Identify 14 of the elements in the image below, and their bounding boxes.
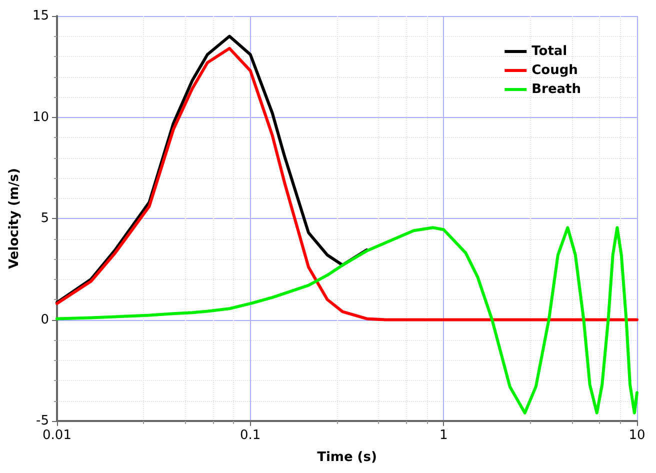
y-tick-label: -5 xyxy=(36,414,49,428)
y-tick-label: 15 xyxy=(32,8,49,24)
y-tick-label: 10 xyxy=(32,110,49,125)
legend-label: Total xyxy=(532,44,568,59)
x-tick-label: 0.01 xyxy=(42,428,72,443)
legend-label: Cough xyxy=(532,63,578,78)
y-tick-label: 0 xyxy=(40,312,49,328)
x-tick-label: 10 xyxy=(628,428,646,443)
x-tick-label: 1 xyxy=(440,428,448,443)
y-axis-title: Velocity (m/s) xyxy=(7,168,22,269)
x-tick-label: 0.1 xyxy=(240,428,261,443)
y-tick-label: 5 xyxy=(40,211,49,226)
legend-label: Breath xyxy=(532,82,582,97)
x-axis-title: Time (s) xyxy=(317,450,377,465)
